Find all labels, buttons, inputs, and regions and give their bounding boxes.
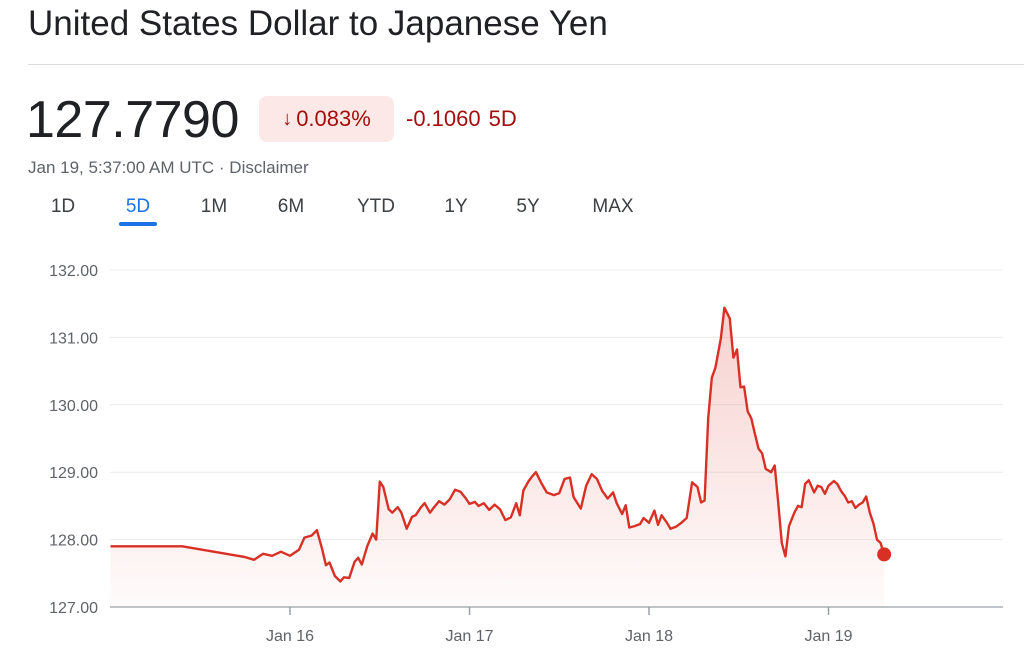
page-title: United States Dollar to Japanese Yen (28, 4, 608, 43)
current-price-marker (877, 547, 892, 562)
tab-6m[interactable]: 6M (277, 196, 305, 217)
quote-timestamp: Jan 19, 5:37:00 AM UTC (28, 158, 215, 177)
x-tick-label: Jan 17 (445, 628, 493, 645)
x-tick-label: Jan 16 (266, 628, 314, 645)
price-line (110, 306, 886, 583)
absolute-change: -0.1060 5D (406, 106, 517, 132)
quote-meta: Jan 19, 5:37:00 AM UTC · Disclaimer (28, 158, 309, 178)
tab-5y[interactable]: 5Y (516, 196, 540, 217)
y-tick-label: 127.00 (49, 600, 98, 617)
absolute-change-value: -0.1060 (406, 106, 481, 131)
tab-5d[interactable]: 5D (125, 196, 151, 217)
change-period: 5D (488, 106, 517, 131)
tab-1y[interactable]: 1Y (444, 196, 468, 217)
percent-change-value: 0.083% (296, 106, 371, 131)
active-tab-indicator (119, 222, 157, 226)
price-chart: 132.00 131.00 130.00 129.00 128.00 127.00 Jan … (49, 263, 1003, 645)
tab-1d[interactable]: 1D (50, 196, 76, 217)
percent-change-badge: ↓ 0.083% (259, 96, 394, 142)
y-tick-label: 132.00 (49, 263, 98, 280)
down-arrow-icon: ↓ (282, 107, 293, 130)
x-tick-label: Jan 19 (804, 628, 852, 645)
tab-1m[interactable]: 1M (200, 196, 228, 217)
tab-ytd[interactable]: YTD (357, 196, 395, 217)
tab-max[interactable]: MAX (592, 196, 634, 217)
y-tick-label: 128.00 (49, 533, 98, 550)
meta-separator: · (218, 158, 225, 177)
disclaimer-link[interactable]: Disclaimer (229, 158, 309, 177)
current-price: 127.7790 (26, 91, 239, 149)
y-tick-label: 131.00 (49, 330, 98, 347)
header-divider (28, 64, 1024, 65)
y-tick-label: 129.00 (49, 465, 98, 482)
price-area-fill (110, 307, 885, 607)
y-tick-label: 130.00 (49, 398, 98, 415)
x-tick-label: Jan 18 (625, 628, 673, 645)
